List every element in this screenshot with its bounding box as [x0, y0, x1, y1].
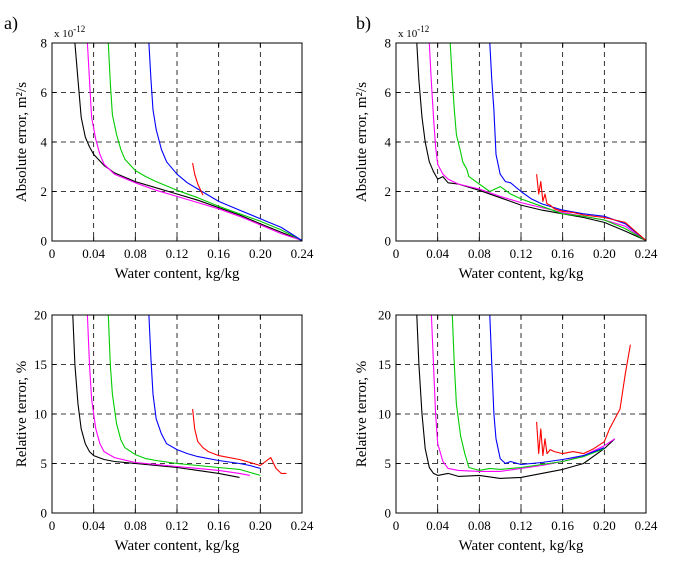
- y-tick-label: 20: [378, 308, 391, 323]
- series-line: [430, 315, 616, 472]
- series-line: [74, 43, 302, 241]
- y-axis-label: Relative terror, %: [14, 361, 30, 467]
- x-tick-label: 0.04: [82, 246, 105, 261]
- y-tick-label: 4: [385, 135, 392, 150]
- series-line: [489, 315, 605, 466]
- x-tick-label: 0.24: [635, 518, 658, 533]
- y-tick-label: 6: [41, 85, 48, 100]
- series-line: [451, 315, 605, 471]
- series-line: [489, 43, 646, 241]
- series-line: [536, 344, 631, 457]
- x-tick-label: 0.12: [166, 246, 189, 261]
- y-tick-label: 6: [385, 85, 392, 100]
- y-tick-label: 0: [41, 234, 48, 249]
- x-tick-label: 0.08: [468, 246, 491, 261]
- chart-b_rel: 0 0.04 0.08 0.12 0.16 0.20 0.24 0 5 10 15 20 Water c…: [354, 308, 658, 555]
- x-tick-label: 0.20: [593, 518, 616, 533]
- y-tick-label: 2: [385, 184, 392, 199]
- panel-label: b): [356, 13, 371, 34]
- y-tick-label: 0: [385, 506, 392, 521]
- series-line: [148, 43, 302, 241]
- x-tick-label: 0.08: [124, 246, 147, 261]
- x-axis-label: Water content, kg/kg: [114, 266, 240, 282]
- x-tick-label: 0: [49, 246, 56, 261]
- series-line: [449, 43, 646, 241]
- x-tick-label: 0.12: [166, 518, 189, 533]
- y-tick-label: 15: [378, 357, 391, 372]
- y-tick-label: 15: [34, 357, 47, 372]
- y-tick-label: 4: [41, 135, 48, 150]
- chart-a_abs: 0 0.04 0.08 0.12 0.16 0.20 0.24 0 2 4 6 8 Water cont…: [4, 13, 314, 282]
- y-tick-label: 5: [41, 456, 48, 471]
- x-axis-label: Water content, kg/kg: [458, 538, 584, 554]
- series-line: [86, 43, 302, 241]
- x-tick-label: 0.08: [124, 518, 147, 533]
- x-tick-label: 0.16: [551, 518, 574, 533]
- x-tick-label: 0.04: [426, 246, 449, 261]
- x-tick-label: 0.08: [468, 518, 491, 533]
- panel-label: a): [4, 13, 18, 34]
- x-tick-label: 0.04: [82, 518, 105, 533]
- x-tick-label: 0.16: [207, 246, 230, 261]
- x-tick-label: 0.16: [551, 246, 574, 261]
- y-multiplier: x 10-12: [398, 24, 429, 40]
- x-tick-label: 0.16: [207, 518, 230, 533]
- y-tick-label: 0: [41, 506, 48, 521]
- y-tick-label: 5: [385, 456, 392, 471]
- series-line: [416, 315, 616, 479]
- x-tick-label: 0.24: [635, 246, 658, 261]
- y-tick-label: 8: [385, 36, 392, 51]
- y-tick-label: 10: [34, 407, 47, 422]
- x-tick-label: 0: [393, 246, 400, 261]
- x-tick-label: 0.24: [291, 246, 314, 261]
- x-tick-label: 0.12: [510, 518, 533, 533]
- series-line: [148, 315, 261, 469]
- y-tick-label: 8: [41, 36, 48, 51]
- x-tick-label: 0.20: [249, 518, 272, 533]
- x-axis-label: Water content, kg/kg: [458, 266, 584, 282]
- y-axis-label: Absolute error, m²/s: [14, 82, 30, 202]
- series-line: [192, 162, 204, 196]
- y-tick-label: 2: [41, 184, 48, 199]
- series-line: [192, 409, 287, 474]
- series-line: [86, 315, 251, 476]
- x-tick-label: 0.12: [510, 246, 533, 261]
- x-tick-label: 0.04: [426, 518, 449, 533]
- series-line: [107, 315, 261, 476]
- series-line: [536, 174, 646, 241]
- y-axis-label: Relative terror, %: [354, 361, 370, 467]
- x-axis-label: Water content, kg/kg: [114, 538, 240, 554]
- chart-a_rel: 0 0.04 0.08 0.12 0.16 0.20 0.24 0 5 10 15 20 Water c…: [14, 308, 314, 555]
- chart-b_abs: 0 0.04 0.08 0.12 0.16 0.20 0.24 0 2 4 6 8 Water cont…: [354, 13, 658, 282]
- y-multiplier: x 10-12: [54, 24, 85, 40]
- series-line: [72, 315, 240, 478]
- x-tick-label: 0: [49, 518, 56, 533]
- x-tick-label: 0.20: [249, 246, 272, 261]
- x-tick-label: 0.24: [291, 518, 314, 533]
- y-tick-label: 0: [385, 234, 392, 249]
- y-axis-label: Absolute error, m²/s: [354, 82, 370, 202]
- series-line: [107, 43, 302, 241]
- x-tick-label: 0: [393, 518, 400, 533]
- x-tick-label: 0.20: [593, 246, 616, 261]
- y-tick-label: 10: [378, 407, 391, 422]
- y-tick-label: 20: [34, 308, 47, 323]
